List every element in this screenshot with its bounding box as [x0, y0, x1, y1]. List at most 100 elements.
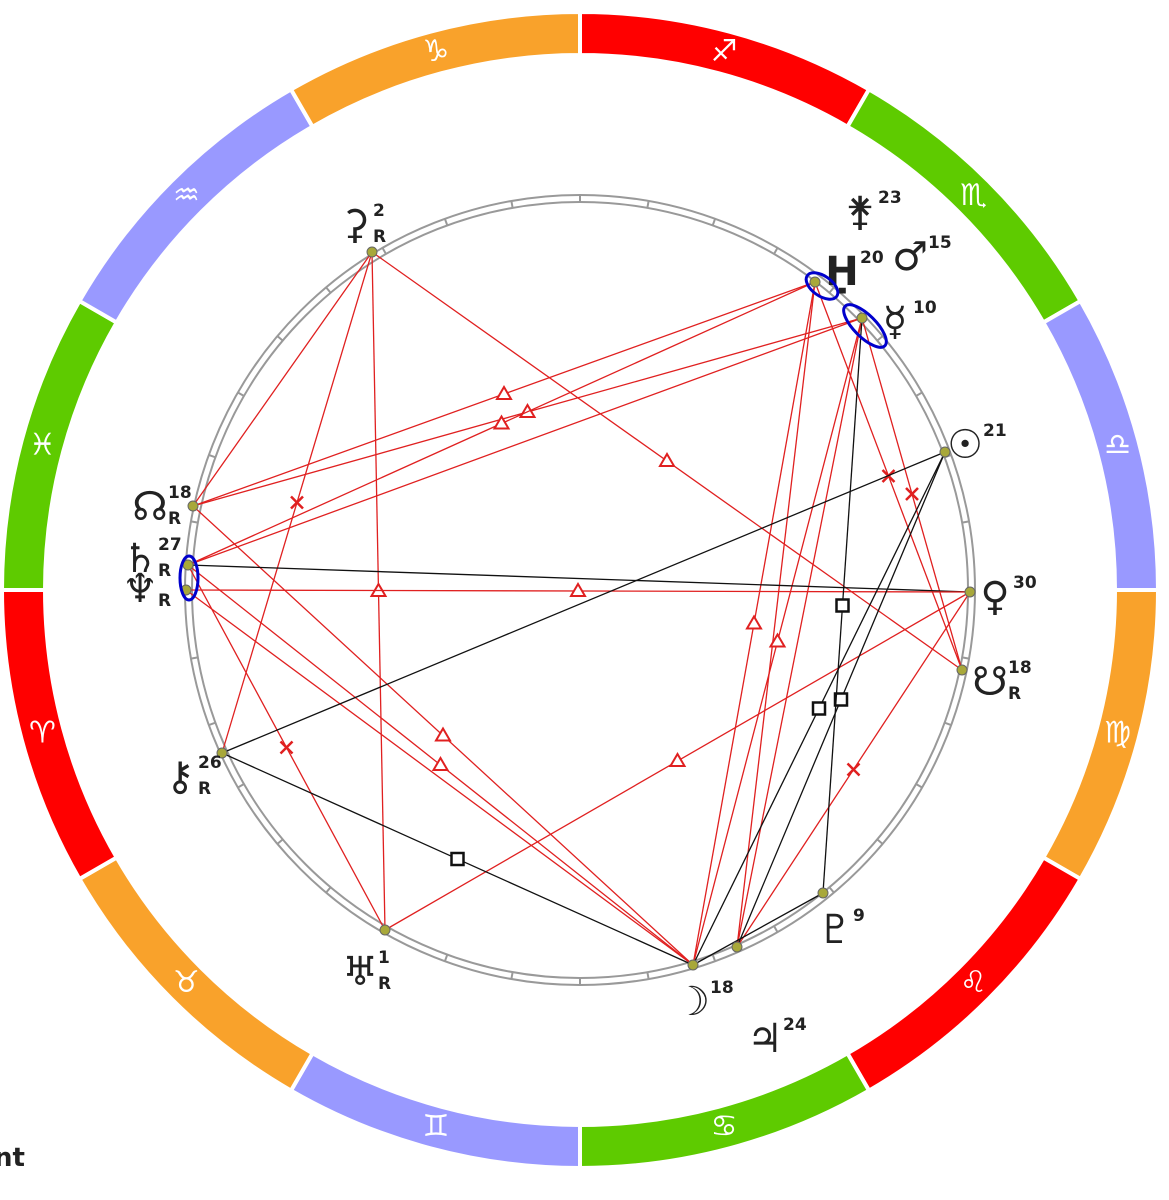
planet-degree: 2: [373, 201, 385, 221]
planet-degree: 30: [1013, 573, 1037, 593]
planet-degree: 18: [168, 483, 192, 503]
planet-symbol: ☉: [947, 422, 983, 468]
tick: [190, 520, 199, 524]
zodiac-segment: [0, 588, 120, 882]
tick: [237, 391, 245, 397]
trine-glyph: [434, 726, 452, 742]
trine-glyph: [768, 632, 787, 648]
planet-degree: 1: [378, 948, 390, 968]
aspect-line: [736, 317, 863, 948]
planet-degree: 23: [878, 188, 902, 208]
retrograde-mark: R: [158, 561, 171, 581]
zodiac-sign: ♏︎: [960, 178, 987, 213]
aspect-line: [736, 281, 816, 948]
sextile-glyph: [905, 487, 919, 501]
planet-dot: [687, 959, 699, 971]
tick: [828, 886, 835, 894]
conjunction-ring: [842, 303, 888, 349]
planet-dot: [366, 246, 378, 258]
tick: [510, 971, 514, 980]
planet-degree: 18: [710, 978, 734, 998]
planet-symbol: ⚳: [340, 202, 369, 248]
planet-dot: [964, 586, 976, 598]
planet-degree: 26: [198, 753, 222, 773]
tick: [276, 838, 284, 845]
planet-symbol: ⚷: [165, 754, 194, 800]
planets: ⚳ 2R⚵ 23Ḥ 20 ♂ 15☿ 10☉ 21♀ 30☋ 18R☊ 18R♄ 27R♆ R⚷ 26R♅…: [122, 188, 1037, 1062]
zodiac-sign: ♓︎: [29, 427, 56, 462]
zodiac-sign: ♈︎: [29, 716, 56, 751]
retrograde-mark: R: [198, 779, 211, 799]
tick: [325, 286, 332, 294]
planet-symbol: ⚵: [845, 189, 874, 235]
tick: [711, 954, 717, 962]
planet-dot: [809, 276, 821, 288]
planet-symbol: ♀: [980, 574, 1009, 620]
square-glyph: [811, 701, 827, 716]
tick: [325, 886, 332, 894]
zodiac-sign: ♑︎: [423, 34, 450, 69]
planet-symbol: ☋: [972, 659, 1008, 705]
planet-symbol: ♂: [892, 234, 928, 280]
planet-symbol: ♃: [747, 1016, 783, 1062]
zodiac-segment: [1040, 298, 1161, 592]
tick: [208, 453, 216, 459]
tick: [961, 520, 970, 524]
tick: [646, 200, 650, 209]
tick: [237, 783, 245, 789]
retrograde-mark: R: [373, 227, 386, 247]
tick: [381, 247, 387, 255]
zodiac-sign: ♋︎: [711, 1109, 738, 1144]
tick: [876, 335, 884, 342]
trine-glyph: [492, 414, 511, 430]
tick: [876, 838, 884, 845]
tick: [190, 656, 199, 660]
planet-degree: 15: [928, 233, 952, 253]
planet-dot: [379, 924, 391, 936]
tick: [208, 721, 216, 727]
tick: [646, 971, 650, 980]
zodiac-sign: ♒︎: [173, 178, 200, 213]
zodiac-sign: ♍︎: [1104, 716, 1131, 751]
square-glyph: [835, 598, 850, 613]
planet-degree: 9: [853, 906, 865, 926]
planet-symbol: ☽: [674, 979, 710, 1025]
zodiac-ring: ♐︎ ♏︎ ♎︎ ♍︎ ♌︎ ♋︎ ♊︎ ♉︎ ♈︎ ♓︎ ♒︎ ♑︎: [0, 9, 1161, 1171]
aspect-line: [221, 451, 946, 754]
zodiac-sign: ♐︎: [711, 34, 738, 69]
planet-dot: [731, 941, 743, 953]
planet-dot: [817, 887, 829, 899]
square-glyph: [833, 692, 849, 707]
aspect-line: [692, 892, 824, 966]
planet-dot: [216, 747, 228, 759]
tick: [915, 391, 923, 397]
planet-dot: [939, 446, 951, 458]
planet-degree: 10: [913, 298, 937, 318]
tick: [276, 335, 284, 342]
zodiac-sign: ♊︎: [423, 1109, 450, 1144]
tick: [443, 954, 449, 962]
planet-symbol: ♅: [342, 949, 378, 995]
aspect-line: [187, 317, 863, 566]
tick: [773, 247, 779, 255]
trine-glyph: [569, 582, 587, 597]
tick: [711, 218, 717, 226]
planet-symbol: ♇: [817, 907, 853, 953]
footer-text: nt: [0, 1143, 25, 1173]
zodiac-sign: ♌︎: [960, 965, 987, 1000]
planet-symbol: Ḥ: [825, 249, 858, 295]
planet-dot: [187, 500, 199, 512]
zodiac-segment: [578, 9, 872, 130]
planet-degree: 27: [158, 535, 182, 555]
planet-symbol: ♄: [122, 536, 158, 582]
zodiac-sign: ♉︎: [173, 965, 200, 1000]
conjunction-ring: [804, 271, 840, 301]
tick: [944, 721, 952, 727]
zodiac-segment: [0, 298, 120, 592]
tick: [915, 783, 923, 789]
sextile-glyph: [846, 762, 861, 777]
planet-symbol: ☊: [132, 484, 168, 530]
tick: [510, 200, 514, 209]
trine-glyph: [658, 452, 676, 467]
planet-degree: 24: [783, 1015, 807, 1035]
